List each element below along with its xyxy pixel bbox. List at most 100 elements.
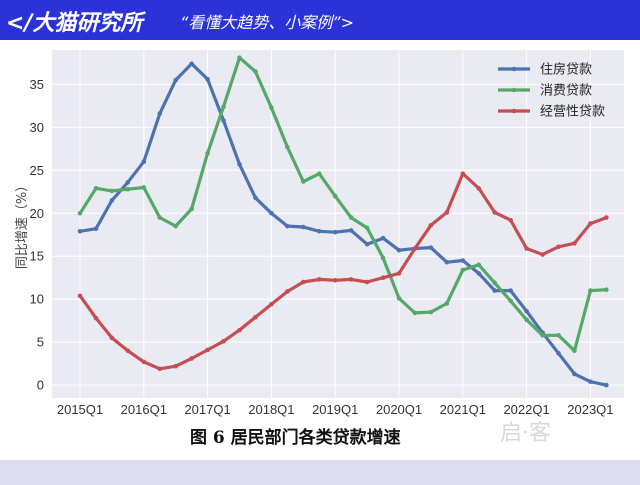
data-point: [125, 186, 131, 192]
plot-area: [52, 50, 624, 398]
data-point: [524, 246, 529, 251]
data-point: [316, 229, 322, 234]
y-tick-label: 10: [30, 292, 44, 307]
data-point: [157, 111, 163, 116]
data-point: [428, 222, 434, 228]
data-point: [428, 245, 434, 250]
series-line-1: [78, 56, 609, 353]
data-point: [285, 289, 290, 294]
data-point: [93, 315, 99, 321]
data-point: [348, 277, 354, 282]
data-point: [604, 215, 609, 220]
data-point: [93, 226, 99, 232]
data-point: [508, 288, 513, 293]
data-point: [221, 338, 226, 344]
data-point: [285, 223, 290, 229]
data-point: [476, 186, 482, 191]
data-point: [492, 210, 498, 215]
data-point: [109, 335, 115, 341]
data-point: [524, 308, 529, 314]
data-point: [332, 277, 338, 283]
legend-label: 经营性贷款: [540, 105, 605, 120]
data-point: [556, 351, 561, 356]
x-tick-label: 2016Q1: [121, 402, 167, 417]
x-tick-label: 2018Q1: [248, 402, 294, 417]
data-point: [364, 279, 370, 285]
data-point: [269, 302, 274, 307]
data-point: [380, 275, 386, 281]
y-tick-label: 35: [30, 77, 44, 92]
data-point: [604, 382, 609, 388]
data-point: [364, 225, 370, 231]
y-tick-label: 5: [37, 335, 44, 350]
data-point: [412, 246, 418, 251]
data-point: [492, 280, 498, 286]
data-point: [77, 229, 83, 234]
data-point: [125, 180, 131, 185]
data-point: [157, 215, 163, 220]
watermark-text: 启·客: [500, 421, 551, 446]
data-point: [189, 61, 194, 67]
data-point: [269, 105, 274, 110]
data-point: [189, 206, 194, 212]
y-tick-label: 20: [30, 206, 44, 221]
data-point: [301, 179, 306, 184]
data-point: [173, 363, 178, 369]
x-tick-label: 2017Q1: [184, 402, 230, 417]
data-point: [364, 241, 370, 247]
data-point: [572, 371, 577, 377]
data-point: [253, 69, 258, 74]
y-ticks: 0 5 10 15 20 25 30 35: [30, 77, 44, 393]
data-point: [316, 277, 322, 282]
x-tick-label: 2019Q1: [312, 402, 358, 417]
data-point: [604, 287, 609, 293]
data-point: [588, 379, 593, 384]
y-tick-label: 25: [30, 163, 44, 178]
data-point: [444, 210, 450, 215]
data-point: [332, 229, 338, 235]
x-tick-label: 2015Q1: [57, 402, 103, 417]
data-point: [524, 317, 529, 323]
data-point: [125, 348, 131, 354]
data-point: [316, 171, 322, 177]
data-point: [301, 279, 306, 285]
series-line-0: [78, 62, 609, 387]
data-point: [189, 356, 194, 361]
legend-marker: [511, 66, 517, 72]
data-point: [237, 55, 242, 61]
brand-title: </大猫研究所: [6, 11, 143, 36]
data-point: [380, 235, 386, 241]
data-point: [508, 298, 513, 304]
series-group: [77, 55, 609, 388]
series-line-2: [78, 172, 609, 371]
data-point: [444, 301, 450, 306]
legend-label: 消费贷款: [540, 84, 592, 99]
y-tick-label: 30: [30, 120, 44, 135]
data-point: [556, 244, 561, 250]
data-point: [460, 171, 466, 177]
data-point: [285, 144, 290, 150]
data-point: [476, 262, 482, 268]
x-ticks: 2015Q1 2016Q1 2017Q1 2018Q1 2019Q1 2020Q1 2021…: [57, 402, 614, 417]
data-point: [444, 259, 450, 265]
x-tick-label: 2021Q1: [440, 402, 486, 417]
legend-marker: [511, 108, 517, 114]
figure-caption: 图 6 居民部门各类贷款增速: [190, 427, 401, 448]
data-point: [157, 366, 163, 372]
data-point: [348, 215, 354, 220]
data-point: [301, 224, 306, 230]
y-axis-label: 同比增速（%）: [15, 179, 30, 269]
data-point: [77, 210, 83, 216]
data-point: [253, 314, 258, 320]
y-tick-label: 0: [37, 378, 44, 393]
x-tick-label: 2022Q1: [503, 402, 549, 417]
data-point: [572, 241, 577, 246]
data-point: [572, 348, 577, 354]
data-point: [460, 267, 466, 273]
data-point: [269, 210, 274, 216]
data-point: [588, 288, 593, 293]
data-point: [205, 347, 210, 353]
data-point: [237, 327, 242, 333]
data-point: [77, 293, 83, 299]
